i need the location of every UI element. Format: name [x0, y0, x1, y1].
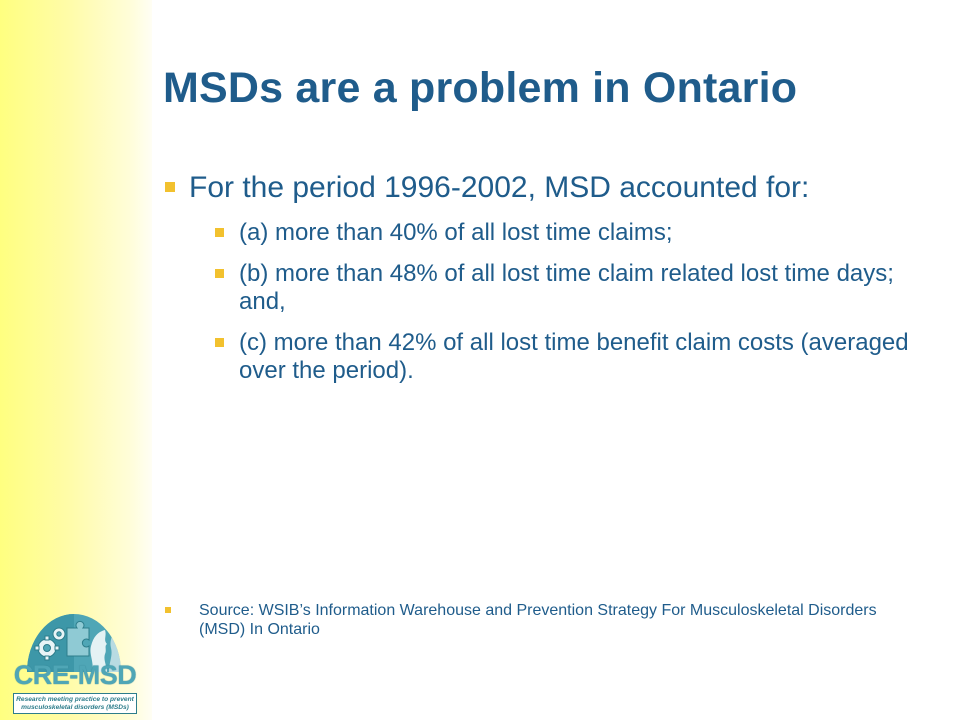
- logo-tagline: Research meeting practice to prevent mus…: [13, 693, 137, 714]
- slide-title: MSDs are a problem in Ontario: [163, 64, 798, 112]
- main-bullet: For the period 1996-2002, MSD accounted …: [163, 170, 923, 205]
- sub-bullet-b: (b) more than 48% of all lost time claim…: [213, 260, 923, 316]
- side-band: [0, 0, 152, 720]
- logo-name: CRE-MSD: [13, 660, 137, 690]
- sub-bullet-a: (a) more than 40% of all lost time claim…: [213, 219, 923, 247]
- source-note: Source: WSIB’s Information Warehouse and…: [163, 601, 923, 639]
- sub-bullet-c: (c) more than 42% of all lost time benef…: [213, 329, 923, 385]
- cre-msd-logo: CRE-MSD Research meeting practice to pre…: [5, 614, 145, 716]
- slide-content: For the period 1996-2002, MSD accounted …: [163, 170, 923, 398]
